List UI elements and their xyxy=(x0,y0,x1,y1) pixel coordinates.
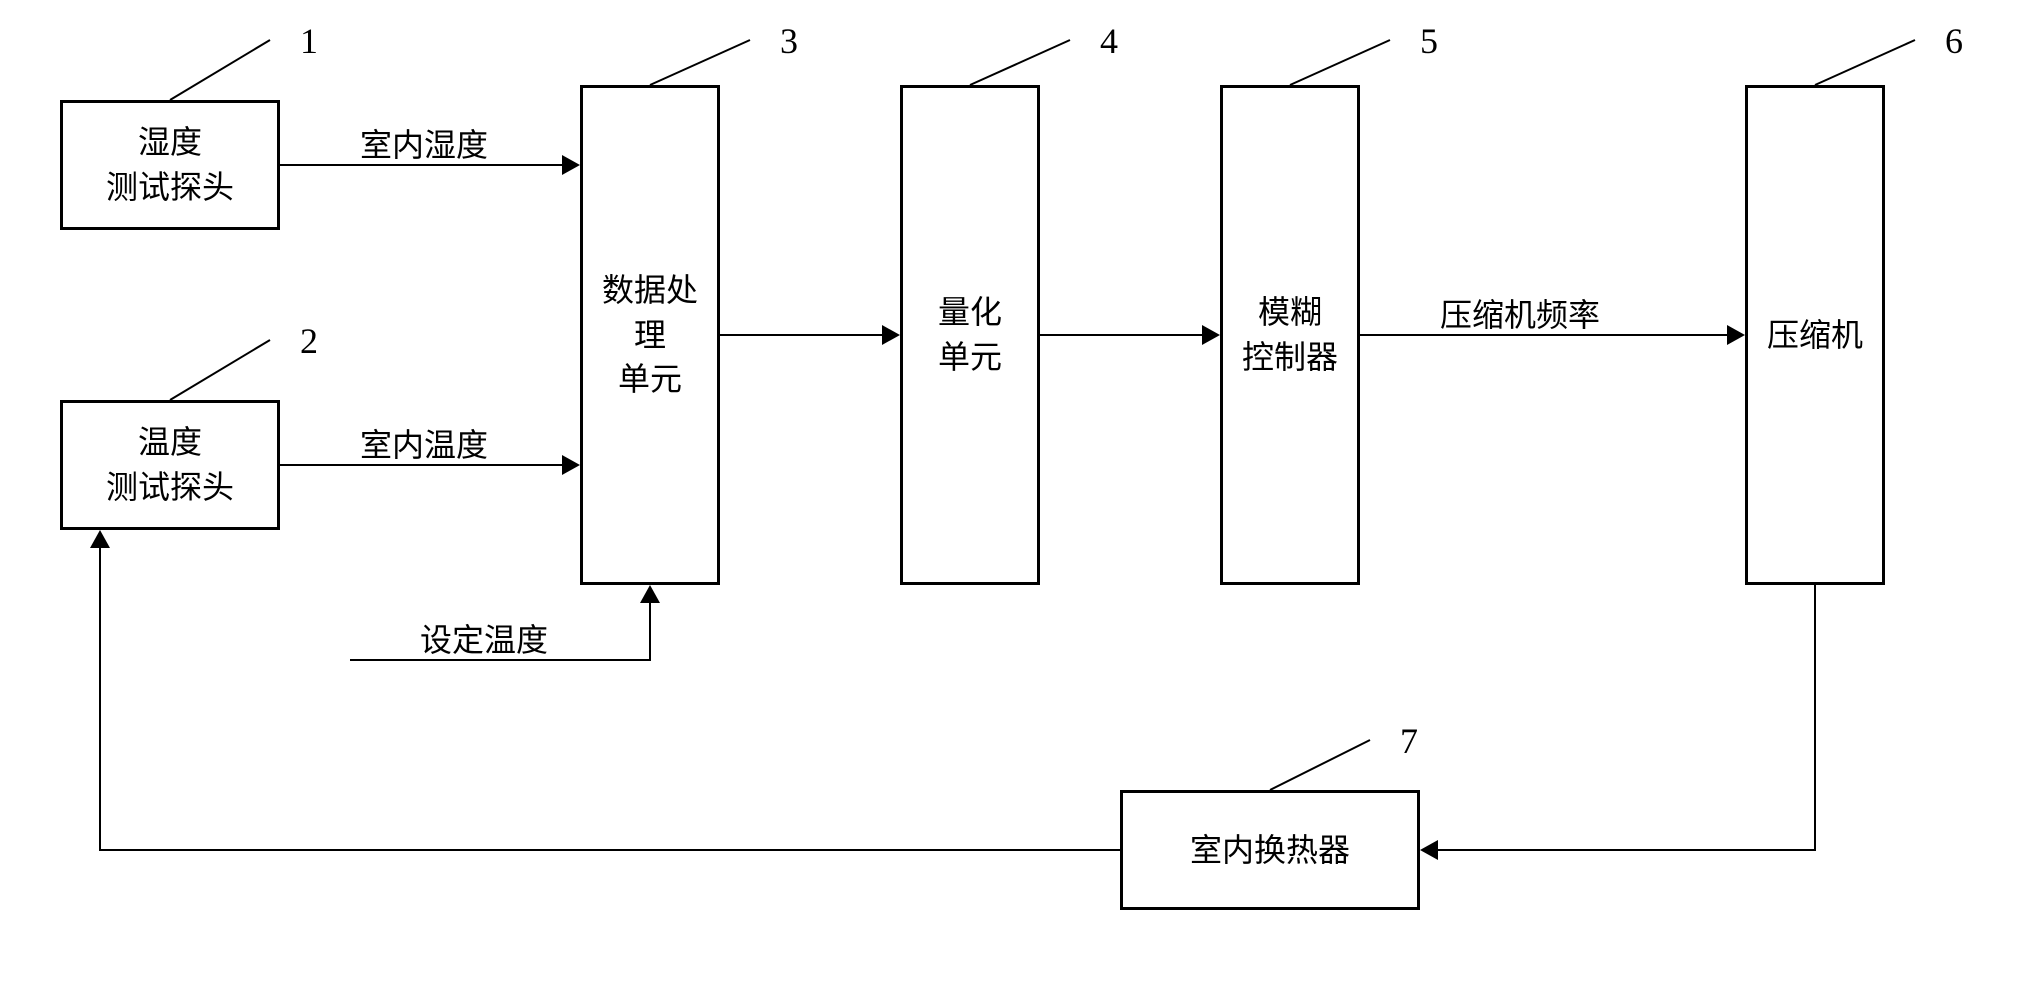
block-label: 湿度测试探头 xyxy=(106,120,234,210)
block-quantization: 量化单元 xyxy=(900,85,1040,585)
arrowhead-icon xyxy=(562,455,580,475)
block-fuzzy-controller: 模糊控制器 xyxy=(1220,85,1360,585)
arrowhead-icon xyxy=(1727,325,1745,345)
arrow-label-humidity: 室内湿度 xyxy=(360,120,488,166)
arrowhead-icon xyxy=(562,155,580,175)
ref-number-5: 5 xyxy=(1420,20,1438,62)
arrow-label-temp: 室内温度 xyxy=(360,420,488,466)
block-label: 量化单元 xyxy=(938,290,1002,380)
ref-number-4: 4 xyxy=(1100,20,1118,62)
arrow-label-compressor-freq: 压缩机频率 xyxy=(1440,290,1600,336)
arrowhead-icon xyxy=(90,530,110,548)
ref-number-2: 2 xyxy=(300,320,318,362)
block-label: 温度测试探头 xyxy=(106,420,234,510)
ref-line-7 xyxy=(1270,740,1370,790)
feedback-line-to-heat-exchanger xyxy=(1438,849,1816,851)
block-compressor: 压缩机 xyxy=(1745,85,1885,585)
block-data-processing: 数据处理单元 xyxy=(580,85,720,585)
ref-line-1 xyxy=(170,40,270,100)
block-label: 模糊控制器 xyxy=(1242,290,1338,380)
ref-line-2 xyxy=(170,340,270,400)
ref-number-1: 1 xyxy=(300,20,318,62)
arrow-set-temp-v xyxy=(649,603,651,661)
ref-number-3: 3 xyxy=(780,20,798,62)
ref-line-5 xyxy=(1290,40,1390,85)
ref-number-7: 7 xyxy=(1400,720,1418,762)
block-heat-exchanger: 室内换热器 xyxy=(1120,790,1420,910)
ref-line-6 xyxy=(1815,40,1915,85)
block-label: 室内换热器 xyxy=(1190,828,1350,873)
block-label: 数据处理单元 xyxy=(602,268,698,402)
block-humidity-sensor: 湿度测试探头 xyxy=(60,100,280,230)
ref-line-4 xyxy=(970,40,1070,85)
block-temp-sensor: 温度测试探头 xyxy=(60,400,280,530)
arrow-data-to-quant xyxy=(720,334,882,336)
arrow-quant-to-fuzzy xyxy=(1040,334,1202,336)
arrowhead-icon xyxy=(640,585,660,603)
feedback-line-heat-to-temp-h xyxy=(100,849,1120,851)
block-label: 压缩机 xyxy=(1767,313,1863,358)
arrowhead-icon xyxy=(882,325,900,345)
feedback-line-compressor-down xyxy=(1814,585,1816,850)
arrowhead-icon xyxy=(1202,325,1220,345)
arrowhead-icon xyxy=(1420,840,1438,860)
feedback-line-heat-to-temp-v xyxy=(99,548,101,851)
ref-line-3 xyxy=(650,40,750,85)
arrow-label-set-temp: 设定温度 xyxy=(420,615,548,661)
ref-number-6: 6 xyxy=(1945,20,1963,62)
